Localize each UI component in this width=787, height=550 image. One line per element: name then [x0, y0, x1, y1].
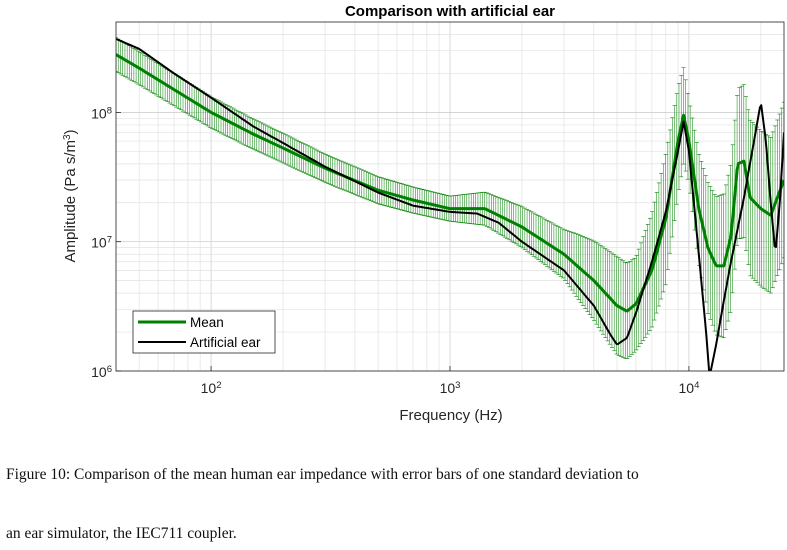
y-axis-label-sup: 3 [62, 134, 73, 140]
legend: Mean Artificial ear [132, 310, 276, 354]
y-axis-label-tail: ) [62, 129, 79, 134]
legend-label-artificial-ear: Artificial ear [190, 335, 261, 350]
x-tick-label: 103 [440, 380, 461, 397]
chart: Comparison with artificial ear 102 103 104… [62, 3, 785, 424]
series-line-artificial-ear [116, 37, 784, 371]
chart-title: Comparison with artificial ear [345, 3, 555, 20]
x-axis-label: Frequency (Hz) [399, 407, 502, 424]
x-tick-label: 104 [678, 380, 699, 397]
plot-series [116, 37, 784, 371]
figure-caption-line-1: Figure 10: Comparison of the mean human … [6, 466, 639, 483]
axis-ticks: 102 103 104 106 107 108 [91, 105, 699, 396]
legend-label-mean: Mean [190, 315, 224, 330]
legend-box [132, 310, 276, 354]
y-axis-label-main: Amplitude (Pa s/m [62, 140, 79, 263]
figure-caption-line-2: an ear simulator, the IEC711 coupler. [6, 525, 237, 542]
y-tick-label: 107 [91, 234, 112, 251]
y-tick-label: 108 [91, 105, 112, 122]
y-tick-label: 106 [91, 364, 112, 381]
x-tick-label: 102 [201, 380, 222, 397]
y-axis-label: Amplitude (Pa s/m3) [62, 129, 80, 262]
